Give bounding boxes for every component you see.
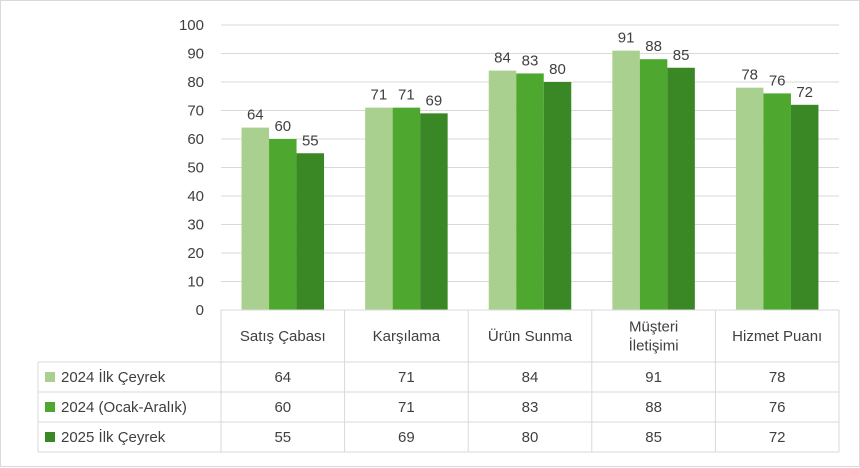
- table-cell: 78: [769, 369, 786, 386]
- table-cell: 88: [645, 399, 662, 416]
- table-cell: 71: [398, 399, 415, 416]
- legend-label: 2024 (Ocak-Aralık): [61, 399, 187, 416]
- y-tick-label: 30: [187, 217, 204, 234]
- category-label: Hizmet Puanı: [732, 328, 822, 345]
- bar: [269, 139, 297, 310]
- data-label: 85: [673, 47, 690, 64]
- y-tick-label: 10: [187, 274, 204, 291]
- table-cell: 69: [398, 429, 415, 446]
- data-label: 91: [618, 30, 635, 47]
- legend-label: 2024 İlk Çeyrek: [61, 368, 166, 386]
- y-tick-label: 20: [187, 245, 204, 262]
- data-label: 69: [426, 92, 443, 109]
- y-tick-label: 90: [187, 46, 204, 63]
- table-cell: 85: [645, 429, 662, 446]
- y-tick-label: 0: [196, 302, 204, 319]
- bar: [667, 67, 695, 310]
- legend-swatch: [45, 402, 55, 412]
- legend-swatch: [45, 432, 55, 442]
- table-cell: 91: [645, 369, 662, 386]
- legend-swatch: [45, 372, 55, 382]
- table-cell: 72: [769, 429, 786, 446]
- bar: [763, 93, 791, 311]
- data-label: 71: [371, 87, 388, 104]
- category-label: Müşteri: [629, 319, 678, 336]
- data-label: 84: [494, 50, 511, 67]
- data-label: 78: [741, 67, 758, 84]
- bar: [790, 104, 819, 310]
- table-cell: 83: [522, 399, 539, 416]
- data-label: 88: [645, 38, 662, 55]
- category-label: Karşılama: [373, 328, 441, 345]
- data-label: 72: [796, 84, 813, 101]
- table-cell: 55: [274, 429, 291, 446]
- table-cell: 76: [769, 399, 786, 416]
- bar: [516, 73, 544, 310]
- category-label: İletişimi: [629, 337, 679, 355]
- bar: [241, 127, 270, 310]
- data-label: 76: [769, 72, 786, 89]
- y-tick-label: 100: [179, 17, 204, 34]
- y-tick-label: 70: [187, 103, 204, 120]
- table-cell: 64: [274, 369, 291, 386]
- bar: [735, 87, 764, 310]
- data-label: 64: [247, 107, 264, 124]
- bar: [365, 107, 393, 311]
- category-label: Ürün Sunma: [488, 327, 573, 345]
- data-label: 83: [522, 52, 539, 69]
- table-cell: 80: [522, 429, 539, 446]
- data-label: 71: [398, 87, 415, 104]
- bar: [420, 113, 448, 310]
- category-label: Satış Çabası: [240, 328, 326, 345]
- bar: [488, 70, 517, 310]
- y-tick-label: 50: [187, 160, 204, 177]
- bar: [392, 107, 421, 311]
- table-cell: 71: [398, 369, 415, 386]
- bar: [612, 50, 640, 311]
- legend-label: 2025 İlk Çeyrek: [61, 428, 166, 446]
- table-cell: 84: [522, 369, 539, 386]
- bar: [639, 59, 668, 311]
- data-label: 60: [274, 118, 291, 135]
- y-tick-label: 60: [187, 131, 204, 148]
- y-tick-label: 80: [187, 74, 204, 91]
- data-label: 55: [302, 132, 319, 149]
- bar: [543, 82, 572, 310]
- data-label: 80: [549, 61, 566, 78]
- table-cell: 60: [274, 399, 291, 416]
- y-tick-label: 40: [187, 188, 204, 205]
- bar: [296, 153, 325, 310]
